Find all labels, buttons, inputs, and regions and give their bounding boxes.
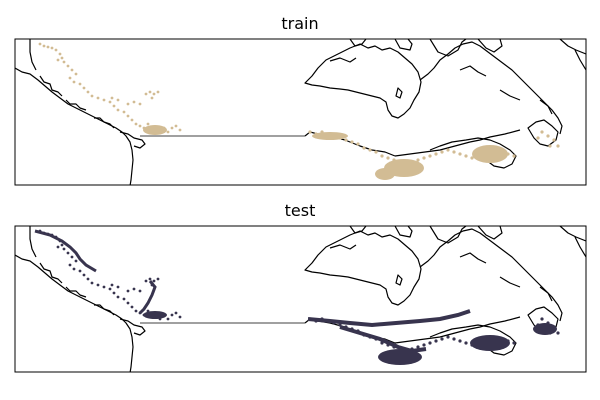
sample-points-train (38, 42, 560, 180)
basemap-train (15, 39, 586, 185)
sample-points-test (34, 229, 560, 365)
panel-title-train: train (281, 14, 319, 33)
basemap-test (15, 226, 586, 372)
frame-test (14, 225, 587, 373)
frame-train (14, 38, 587, 186)
map-panel-test (14, 225, 587, 373)
panel-title-test: test (284, 201, 316, 220)
map-panel-train (14, 38, 587, 186)
